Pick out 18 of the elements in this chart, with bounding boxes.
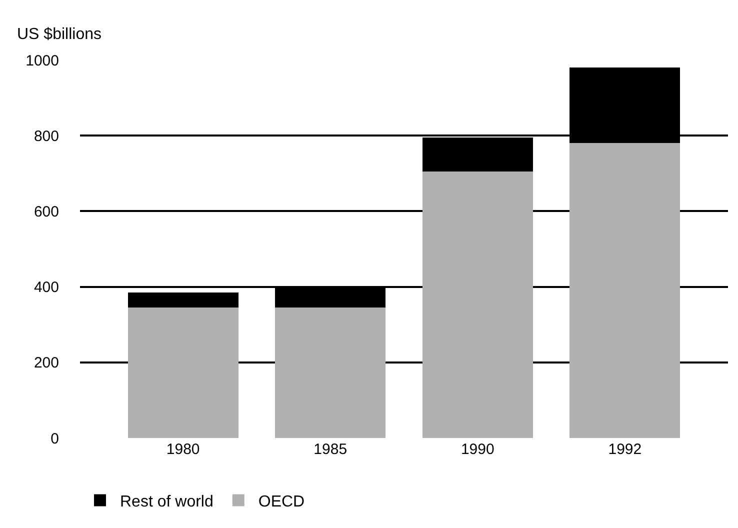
x-tick-label: 1990: [460, 441, 494, 458]
bar: [128, 308, 238, 438]
y-tick-label: 600: [34, 203, 59, 220]
bar: [128, 292, 238, 308]
y-tick-label: 400: [34, 279, 59, 296]
legend-label: Rest of world: [120, 494, 214, 510]
y-tick-label: 0: [50, 430, 59, 448]
y-tick-label: 1000: [26, 52, 59, 70]
x-tick-label: 1985: [314, 441, 348, 458]
y-axis-title: US $billions: [17, 26, 102, 43]
bar: [422, 172, 533, 438]
x-tick-label: 1980: [166, 441, 200, 458]
y-tick-label: 200: [34, 354, 59, 372]
y-tick-label: 800: [34, 128, 59, 145]
bar: [275, 308, 386, 438]
legend-label: OECD: [258, 494, 305, 510]
bar: [570, 143, 680, 438]
x-tick-label: 1992: [608, 441, 642, 458]
